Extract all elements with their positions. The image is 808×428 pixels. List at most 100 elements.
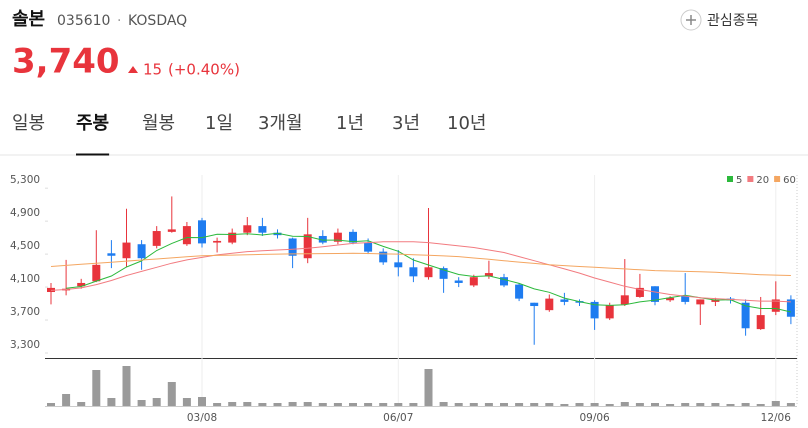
change-pct: (+0.40%) [168, 61, 240, 79]
volume-bar [696, 403, 705, 406]
volume-bar [137, 400, 146, 406]
tab[interactable]: 1년 [336, 113, 364, 134]
volume-bar [666, 404, 675, 406]
volume-bar [711, 403, 720, 406]
volume-bar [273, 403, 282, 406]
candle-body [213, 240, 222, 243]
tabs: 일봉 주봉 월봉 1일 3개월 1년 3년 10년 [12, 113, 486, 156]
stock-name: 솔본 [12, 9, 45, 30]
chart: 3,300 3,700 4,100 4,500 4,900 5,300 03/08 06/07… [10, 174, 798, 424]
volume-bar [243, 402, 252, 406]
candle-body [379, 251, 388, 263]
stock-code: 035610 [57, 13, 110, 29]
tab[interactable]: 일봉 [12, 113, 45, 134]
moving-average [50, 252, 791, 276]
candle-body [560, 299, 569, 302]
y-tick-label: 4,100 [10, 273, 40, 285]
volume-bar [651, 403, 659, 406]
candle-body [243, 225, 252, 233]
x-tick-label: 06/07 [383, 412, 413, 424]
volume-bar [515, 403, 524, 406]
separator: · [117, 13, 121, 29]
volume-bar [303, 402, 312, 406]
legend-label: 5 [736, 175, 742, 186]
volume-bar [681, 403, 690, 406]
volume-bar [560, 404, 569, 406]
volume-bar [409, 403, 418, 406]
volume-bar [122, 366, 131, 406]
volume-bar [333, 403, 342, 406]
legend-label: 60 [783, 175, 796, 186]
candle-body [439, 268, 448, 279]
tab[interactable]: 주봉 [76, 113, 109, 134]
x-tick-label: 03/08 [187, 412, 217, 424]
tab[interactable]: 3개월 [258, 113, 303, 134]
candle-body [590, 301, 599, 319]
volume-bar [167, 382, 176, 406]
candle-body [349, 231, 357, 243]
tab[interactable]: 10년 [447, 113, 486, 134]
candle-body [469, 277, 478, 286]
candle-body [651, 286, 659, 302]
volume-bar [47, 403, 55, 406]
volume-bar [756, 404, 765, 406]
candle-body [182, 226, 191, 245]
tab[interactable]: 1일 [205, 113, 233, 134]
volume-bar [394, 403, 403, 406]
candle-body [424, 267, 433, 278]
volume-bar [288, 402, 297, 406]
legend-swatch [774, 176, 781, 182]
watch-label: 관심종목 [707, 13, 759, 29]
plus-sign [686, 15, 696, 25]
volume-bar [228, 402, 237, 406]
volume-bar [469, 403, 478, 406]
candle-body [620, 295, 629, 305]
candle-body [77, 282, 86, 287]
candle-body [167, 229, 176, 232]
moving-average [66, 232, 792, 313]
candle-body [500, 277, 508, 286]
candle-body [364, 242, 373, 252]
tab[interactable]: 월봉 [142, 113, 175, 134]
y-tick-label: 3,700 [10, 306, 40, 318]
volume-bar [213, 403, 222, 406]
volume-bar [620, 402, 629, 406]
candle-body [786, 299, 795, 317]
candle-body [288, 238, 297, 256]
volume-bar [77, 402, 86, 406]
volume-bar [530, 403, 539, 406]
volume-bar [771, 401, 780, 406]
candle-body [122, 242, 131, 259]
volume-bar [182, 398, 191, 406]
volume-bar [198, 397, 206, 406]
volume-bar [545, 403, 554, 406]
y-tick-label: 4,500 [10, 240, 40, 252]
watch-button[interactable]: 관심종목 [680, 9, 759, 31]
volume-bar [786, 403, 795, 406]
tab[interactable]: 3년 [392, 113, 420, 134]
volume-bar [424, 369, 433, 406]
legend-swatch [747, 176, 754, 182]
x-tick-label: 09/06 [579, 412, 610, 424]
candle-body [137, 244, 146, 259]
candle-body [741, 302, 750, 329]
volume-bar [635, 403, 644, 406]
candle-body [107, 253, 116, 256]
price: 3,740 [12, 42, 120, 82]
candle-body [198, 220, 206, 244]
change: 15 [143, 61, 162, 79]
market: KOSDAQ [128, 13, 187, 29]
volume-bar [318, 403, 327, 406]
candle-body [711, 299, 720, 302]
volume-bar [152, 398, 161, 406]
legend-swatch [727, 176, 733, 182]
y-tick-label: 4,900 [10, 207, 40, 219]
volume-bar [605, 404, 614, 406]
volume-bar [379, 403, 388, 406]
volume-bar [92, 370, 101, 406]
candle-body [696, 299, 705, 305]
y-tick-label: 3,300 [10, 339, 40, 351]
candle-body [681, 296, 690, 302]
up-arrow [128, 66, 138, 73]
candle-body [454, 280, 463, 283]
